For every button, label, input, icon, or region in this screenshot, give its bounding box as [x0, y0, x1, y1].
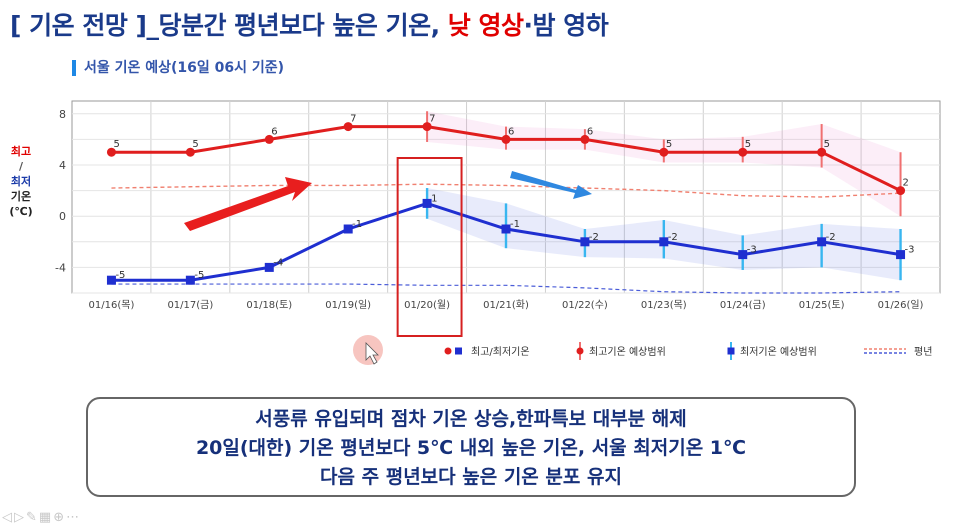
low-temp-label: -3	[905, 245, 915, 256]
y-axis-label-sep: /	[18, 160, 24, 173]
headline-day: 낮 영상	[447, 11, 524, 40]
low-temp-label: -2	[589, 232, 599, 243]
low-temp-point	[343, 224, 353, 234]
low-temp-label: -3	[747, 245, 757, 256]
y-axis-label-low: 최저	[10, 175, 32, 188]
x-tick-label: 01/16(목)	[89, 299, 135, 311]
summary-line-3: 다음 주 평년보다 높은 기온 분포 유지	[320, 466, 622, 488]
high-temp-point	[817, 147, 827, 157]
high-temp-label: 7	[429, 114, 435, 125]
low-temp-label: -5	[194, 270, 204, 281]
legend-low-range-label: 최저기온 예상범위	[740, 345, 817, 358]
slides-icon[interactable]: ▦	[38, 510, 54, 525]
low-temp-label: -4	[273, 257, 283, 268]
chart-subtitle: 서울 기온 예상(16일 06시 기준)	[72, 60, 284, 76]
low-temp-point	[896, 250, 906, 260]
legend-high-range-marker	[576, 347, 584, 355]
headline-night: 밤 영하	[532, 11, 609, 40]
x-tick-label: 01/24(금)	[720, 299, 766, 311]
trend-arrow-blue	[510, 171, 592, 199]
normal-high-line	[111, 183, 901, 198]
low-temp-point	[185, 275, 195, 285]
pen-icon[interactable]: ✎	[26, 510, 39, 525]
low-temp-point	[106, 275, 116, 285]
low-temp-point	[659, 237, 669, 247]
low-temp-label: -1	[510, 219, 520, 230]
high-temp-point	[106, 147, 116, 157]
high-temp-label: 5	[666, 139, 672, 150]
cursor-icon	[365, 342, 379, 365]
slideshow-controls[interactable]: ◁▷✎▦⊕⋯	[2, 510, 81, 525]
forecast-range-band	[427, 111, 901, 217]
y-tick-label: 0	[59, 210, 66, 223]
x-tick-label: 01/21(화)	[483, 299, 529, 311]
low-temp-label: -2	[826, 232, 836, 243]
high-temp-point	[422, 122, 432, 132]
y-axis-label: 최고 / 최저 기온 (℃)	[6, 144, 36, 219]
high-temp-label: 2	[903, 178, 909, 189]
x-tick-label: 01/23(목)	[641, 299, 687, 311]
high-temp-label: 6	[508, 126, 514, 137]
high-temp-point	[896, 186, 906, 196]
high-temp-point	[659, 147, 669, 157]
legend-obs-high-marker	[444, 347, 452, 355]
zoom-icon[interactable]: ⊕	[53, 510, 67, 525]
high-temp-point	[738, 147, 748, 157]
highlight-box	[396, 157, 463, 337]
headline-dot: ·	[523, 11, 534, 40]
low-temp-label: 1	[431, 193, 437, 204]
y-axis-label-unit: (℃)	[9, 205, 33, 218]
high-temp-label: 7	[350, 114, 356, 125]
trend-arrow-red	[184, 177, 312, 231]
high-temp-point	[580, 134, 590, 144]
high-temp-label: 5	[192, 139, 198, 150]
high-temp-label: 5	[113, 139, 119, 150]
y-tick-label: 8	[59, 108, 66, 121]
summary-box: 서풍류 유입되며 점차 기온 상승,한파특보 대부분 해제 20일(대한) 기온…	[86, 397, 856, 497]
x-tick-label: 01/17(금)	[167, 299, 213, 311]
low-temp-point	[264, 262, 274, 272]
low-temp-point	[738, 250, 748, 260]
high-temp-label: 5	[745, 139, 751, 150]
legend-low-range-marker	[727, 347, 735, 355]
low-temp-point	[580, 237, 590, 247]
x-tick-label: 01/26(일)	[878, 299, 924, 311]
high-temp-point	[264, 134, 274, 144]
y-tick-label: 4	[59, 159, 66, 172]
y-tick-label: -4	[55, 261, 66, 274]
low-temp-point	[817, 237, 827, 247]
next-icon[interactable]: ▷	[14, 510, 26, 525]
legend-obs-low-marker	[455, 347, 462, 355]
normal-low-line	[111, 283, 901, 294]
y-axis-label-temp: 기온	[10, 190, 32, 203]
x-tick-label: 01/19(일)	[325, 299, 371, 311]
x-tick-label: 01/20(월)	[404, 299, 450, 311]
high-temp-point	[501, 134, 511, 144]
high-temp-label: 6	[587, 126, 593, 137]
play-icon[interactable]: ◁	[2, 510, 14, 525]
low-temp-label: -2	[668, 232, 678, 243]
high-temp-point	[343, 122, 353, 132]
headline: [ 기온 전망 ]_당분간 평년보다 높은 기온, 낮 영상·밤 영하	[10, 6, 609, 42]
legend-normal-label: 평년	[914, 346, 932, 358]
low-temp-point	[422, 198, 432, 208]
high-temp-label: 6	[271, 126, 277, 137]
low-temp-point	[501, 224, 511, 234]
y-axis-label-high: 최고	[10, 145, 32, 158]
high-temp-point	[185, 147, 195, 157]
headline-main: [ 기온 전망 ]_당분간 평년보다 높은 기온,	[10, 11, 448, 40]
x-tick-label: 01/25(토)	[799, 300, 845, 311]
summary-line-1: 서풍류 유입되며 점차 기온 상승,한파특보 대부분 해제	[255, 408, 687, 430]
low-temp-label: -1	[352, 219, 362, 230]
x-tick-label: 01/18(토)	[246, 300, 292, 311]
legend-obs-label: 최고/최저기온	[471, 346, 530, 358]
x-tick-label: 01/22(수)	[562, 299, 608, 311]
high-temp-label: 5	[824, 139, 830, 150]
legend-high-range-label: 최고기온 예상범위	[589, 345, 666, 358]
low-temp-label: -5	[115, 270, 125, 281]
summary-line-2: 20일(대한) 기온 평년보다 5℃ 내외 높은 기온, 서울 최저기온 1℃	[195, 437, 747, 459]
more-icon[interactable]: ⋯	[66, 510, 82, 525]
